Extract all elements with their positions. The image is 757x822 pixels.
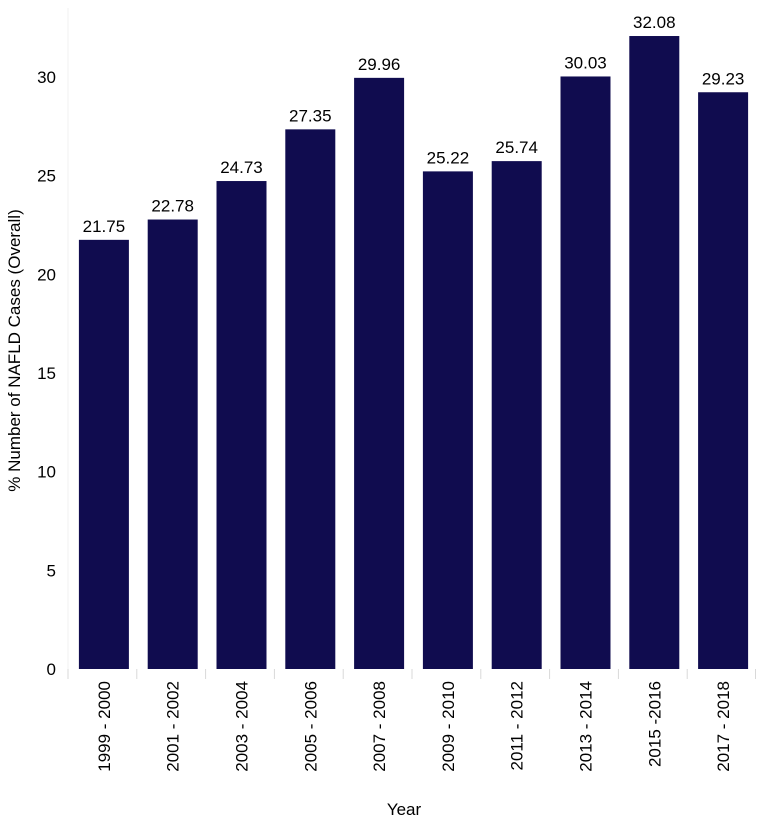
x-tick-label: 2005 - 2006 (301, 681, 320, 772)
data-label: 22.78 (151, 197, 194, 216)
x-tick-label: 2017 - 2018 (714, 681, 733, 772)
y-tick-label: 30 (37, 68, 56, 87)
data-label: 25.74 (495, 138, 538, 157)
x-tick-label: 2007 - 2008 (370, 681, 389, 772)
data-label: 29.23 (702, 69, 745, 88)
bars-group (78, 36, 749, 670)
y-axis: 0 5 10 15 20 25 30 (37, 68, 56, 679)
y-tick-label: 25 (37, 167, 56, 186)
bar (78, 239, 129, 669)
y-tick-label: 5 (47, 561, 56, 580)
y-tick-label: 10 (37, 463, 56, 482)
data-labels-group: 21.75 22.78 24.73 27.35 29.96 25.22 25.74 30.03… (83, 13, 745, 236)
data-label: 24.73 (220, 158, 263, 177)
x-tick-label: 2001 - 2002 (164, 681, 183, 772)
data-label: 32.08 (633, 13, 676, 32)
bar (216, 181, 267, 670)
y-tick-label: 20 (37, 265, 56, 284)
y-tick-label: 15 (37, 364, 56, 383)
x-tick-label: 1999 - 2000 (95, 681, 114, 772)
y-tick-label: 0 (47, 660, 56, 679)
bar (698, 92, 749, 669)
x-tick-label: 2011 - 2012 (508, 681, 527, 770)
x-tick-label: 2009 - 2010 (439, 681, 458, 772)
x-axis-title: Year (387, 800, 422, 819)
data-label: 27.35 (289, 106, 332, 125)
data-label: 30.03 (564, 53, 607, 72)
bar (285, 129, 336, 670)
x-tick-label: 2013 - 2014 (577, 681, 596, 772)
bar (422, 171, 473, 669)
data-label: 25.22 (427, 148, 470, 167)
x-axis: 1999 - 2000 2001 - 2002 2003 - 2004 2005 - … (67, 669, 756, 772)
x-tick-label: 2015 -2016 (645, 681, 664, 767)
y-axis-title: % Number of NAFLD Cases (Overall) (5, 209, 24, 491)
x-tick-label: 2003 - 2004 (233, 681, 252, 772)
data-label: 21.75 (83, 217, 126, 236)
bar (560, 76, 611, 670)
bar (629, 36, 680, 669)
data-label: 29.96 (358, 55, 401, 74)
bar (147, 219, 198, 669)
bar (354, 77, 405, 670)
bar (491, 161, 542, 669)
